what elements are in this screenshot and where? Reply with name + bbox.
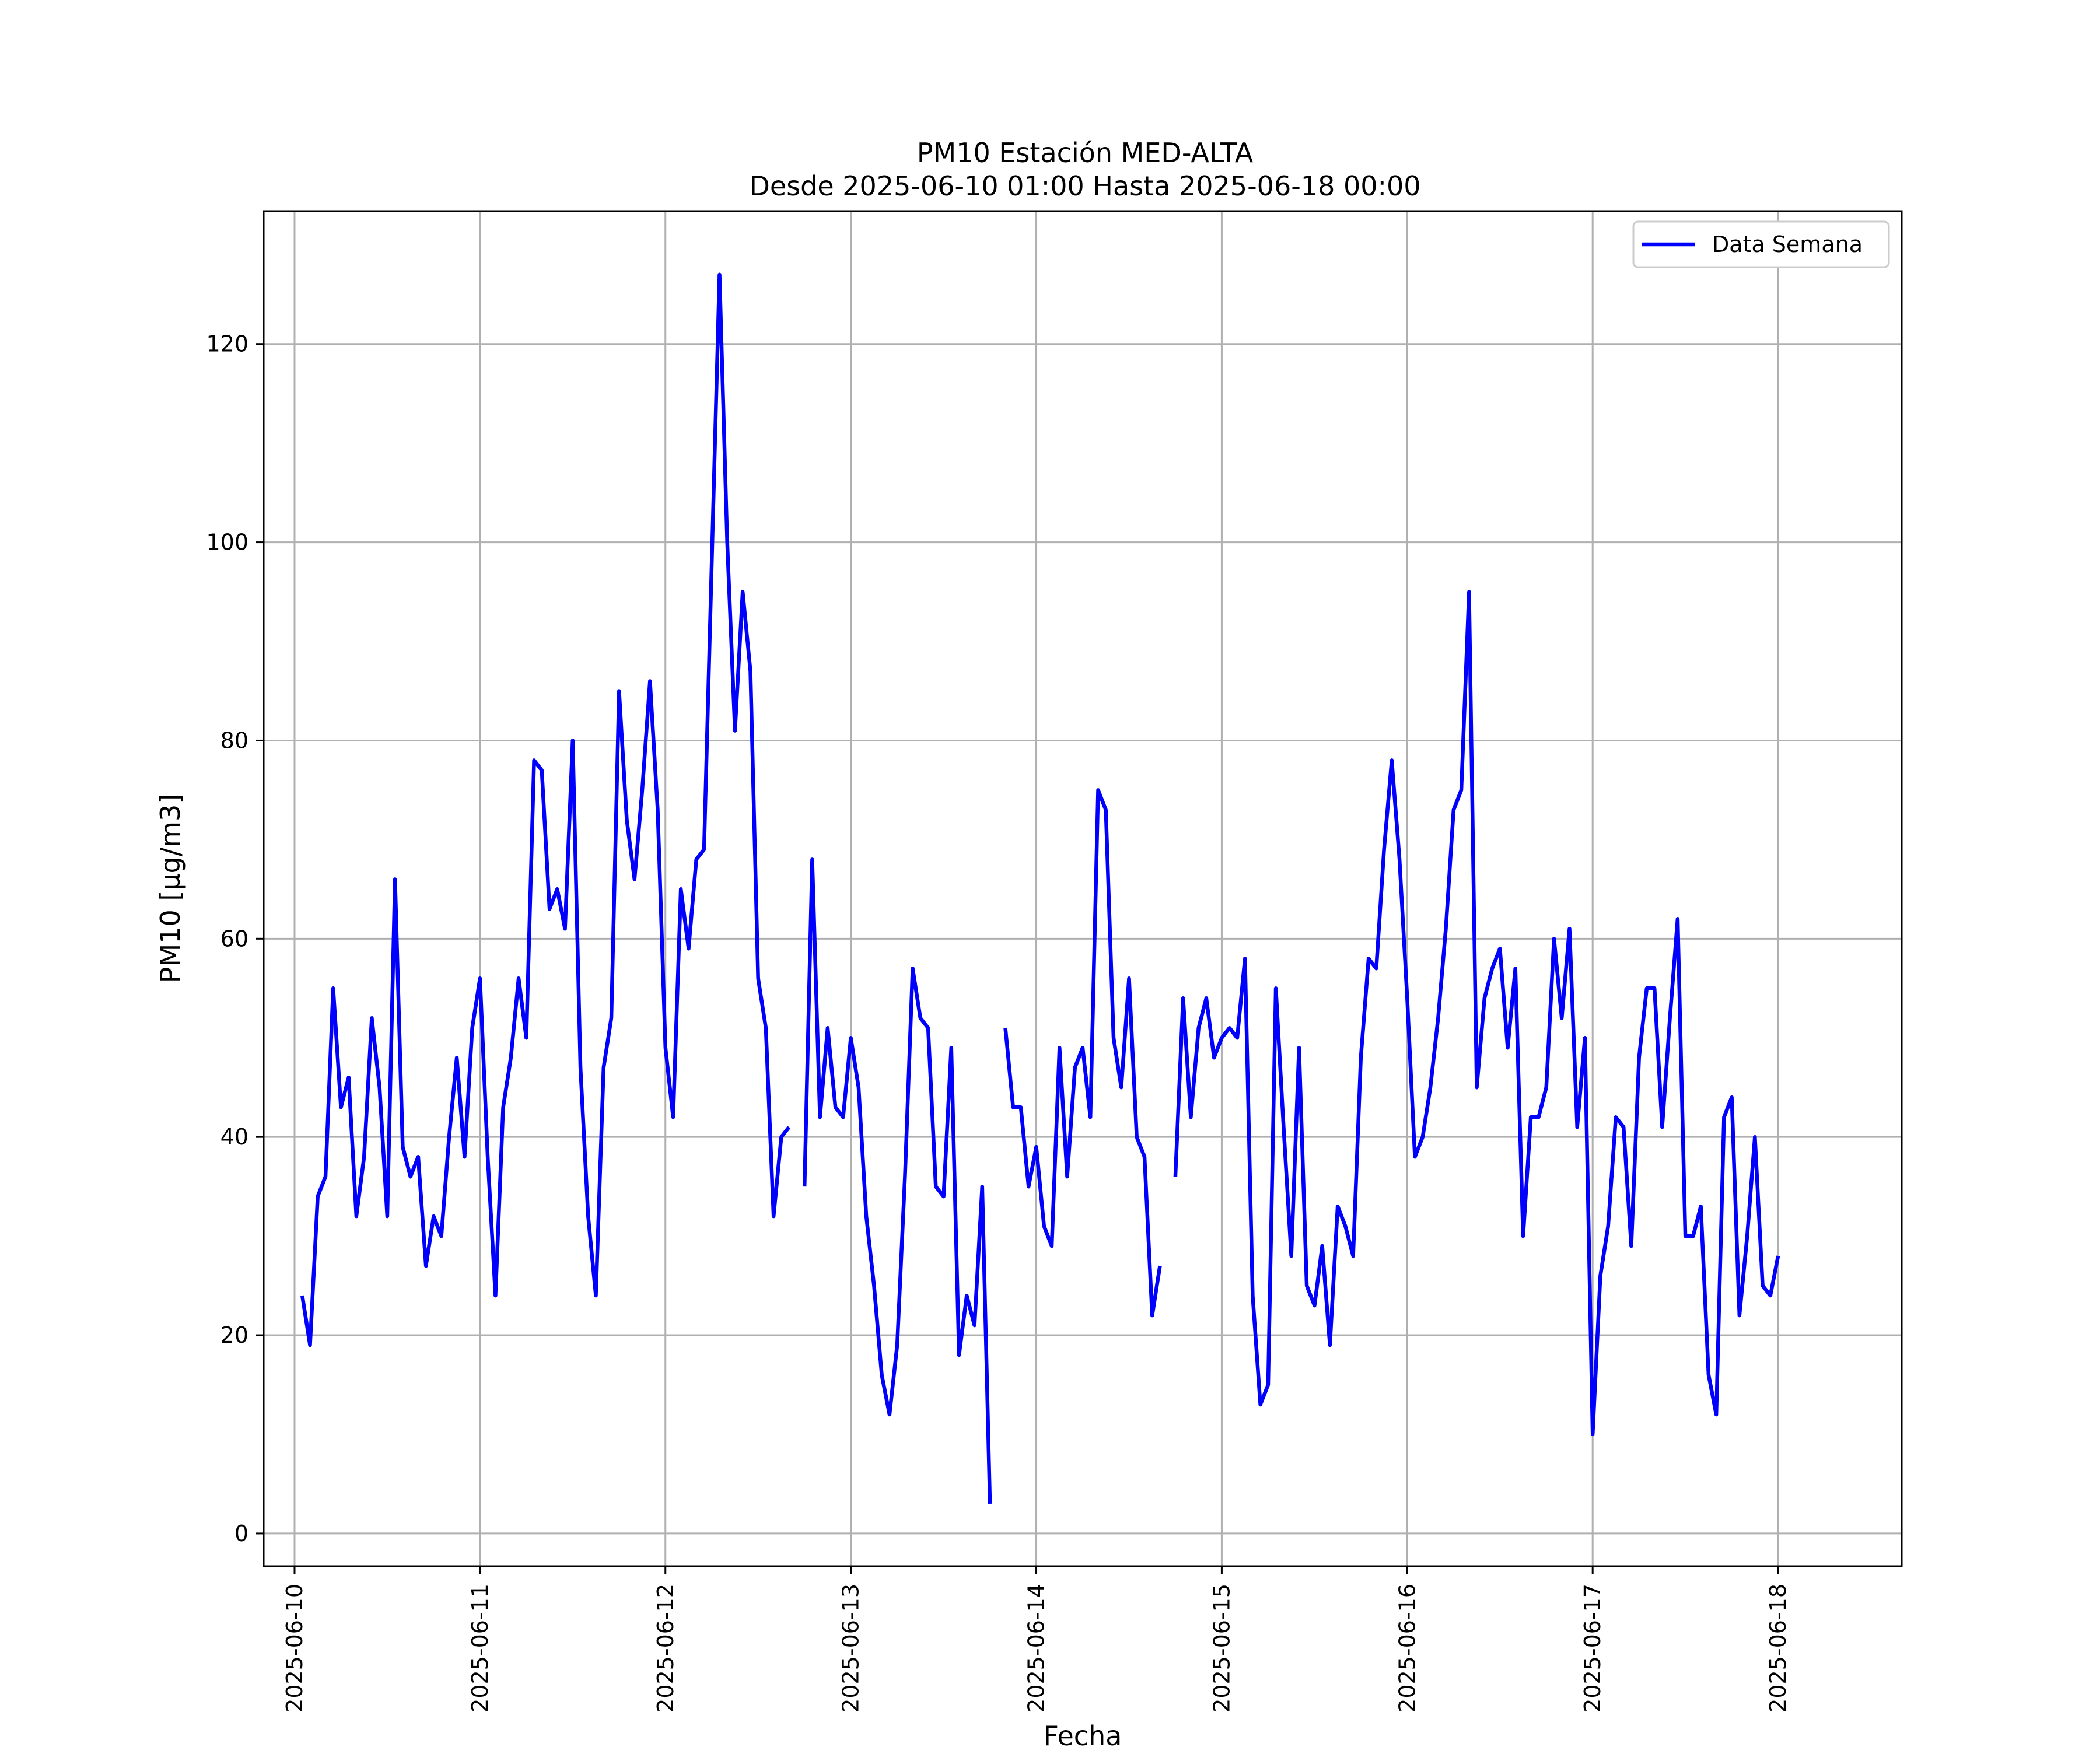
plot-frame (262, 210, 1903, 1567)
axes-ticks: 2025-06-10 2025-06-11 2025-06-12 2025-06-13… (206, 331, 1791, 1713)
y-axis-label: PM10 [μg/m3] (155, 794, 186, 984)
y-tick-label: 20 (220, 1322, 249, 1348)
y-tick-label: 40 (220, 1124, 249, 1150)
x-tick-label: 2025-06-16 (1394, 1584, 1420, 1713)
legend-label: Data Semana (1712, 232, 1863, 257)
x-tick-label: 2025-06-17 (1580, 1584, 1605, 1713)
series-line (1003, 788, 1162, 1318)
y-tick-label: 120 (206, 331, 249, 357)
series-line (300, 272, 791, 1348)
x-tick-label: 2025-06-10 (282, 1584, 307, 1713)
x-axis-label: Fecha (1044, 1720, 1122, 1750)
x-tick-label: 2025-06-15 (1209, 1584, 1234, 1713)
chart-subtitle: Desde 2025-06-10 01:00 Hasta 2025-06-18 … (749, 170, 1420, 202)
y-tick-label: 60 (220, 926, 249, 951)
series-line (1173, 590, 1780, 1437)
series-layer (300, 272, 1780, 1504)
y-tick-label: 100 (206, 530, 249, 555)
series-line (802, 858, 992, 1504)
chart-title: PM10 Estación MED-ALTA (917, 137, 1254, 169)
legend: Data Semana (1632, 220, 1890, 268)
x-tick-label: 2025-06-13 (838, 1584, 864, 1713)
x-tick-label: 2025-06-12 (653, 1584, 678, 1713)
grid (264, 211, 1902, 1566)
y-tick-label: 80 (220, 727, 249, 753)
x-tick-label: 2025-06-11 (467, 1584, 493, 1713)
y-tick-label: 0 (235, 1521, 249, 1546)
x-tick-label: 2025-06-18 (1765, 1584, 1791, 1713)
legend-box (1632, 220, 1890, 268)
x-tick-label: 2025-06-14 (1024, 1584, 1049, 1713)
